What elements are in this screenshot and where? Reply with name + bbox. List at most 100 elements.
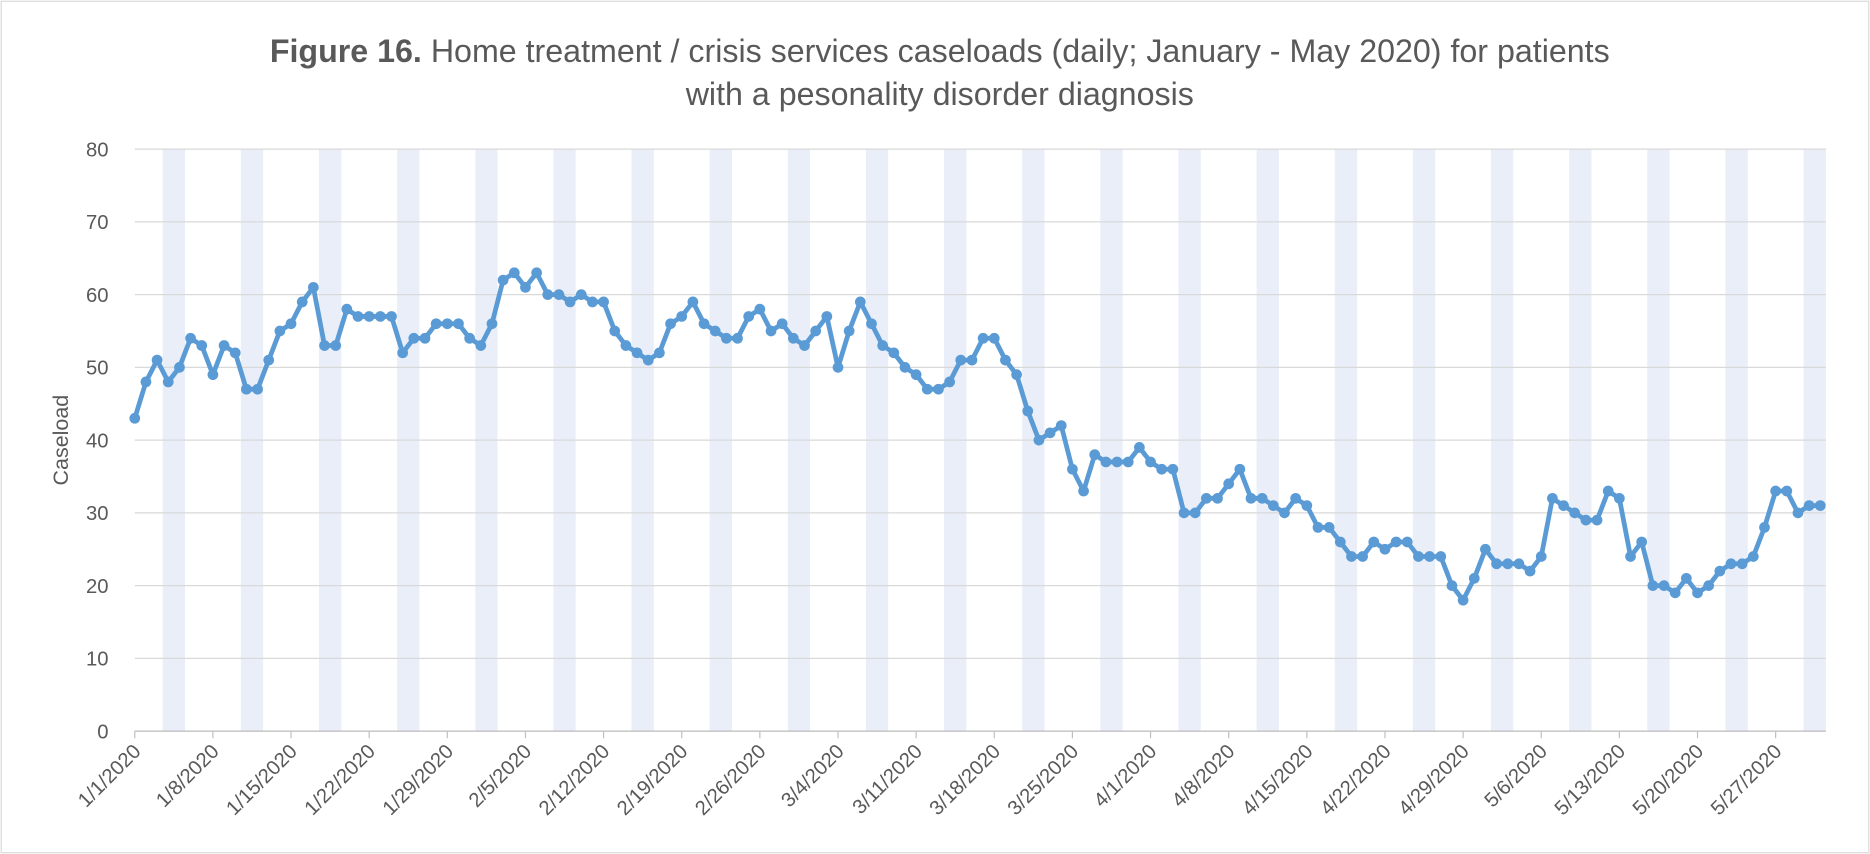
- data-point: [330, 340, 342, 351]
- data-point: [475, 340, 487, 351]
- data-point: [709, 325, 721, 337]
- data-point: [553, 289, 565, 300]
- data-point: [1647, 580, 1659, 591]
- plot: [129, 267, 1826, 606]
- y-tick-label: 20: [86, 576, 109, 598]
- data-point: [296, 296, 308, 308]
- data-point: [1134, 442, 1145, 453]
- data-point: [1267, 500, 1279, 511]
- data-point: [1234, 463, 1246, 475]
- data-point: [218, 340, 230, 351]
- data-point: [1669, 587, 1681, 599]
- data-point: [1736, 558, 1748, 570]
- data-point: [408, 332, 420, 344]
- data-point: [687, 296, 699, 308]
- data-point: [1602, 485, 1614, 497]
- data-point: [1569, 507, 1581, 519]
- data-point: [129, 412, 141, 424]
- data-point: [486, 318, 498, 330]
- data-point: [743, 311, 755, 322]
- data-point: [1457, 594, 1469, 606]
- data-point: [1781, 485, 1793, 497]
- data-point: [1033, 434, 1045, 446]
- data-point: [1000, 354, 1011, 366]
- data-point: [1011, 369, 1022, 381]
- data-point: [1747, 551, 1759, 562]
- data-point: [1680, 572, 1692, 584]
- y-tick-label: 0: [97, 721, 108, 743]
- data-point: [575, 289, 587, 300]
- data-point: [430, 318, 442, 330]
- data-point: [732, 332, 743, 344]
- data-point: [988, 332, 1000, 344]
- data-point: [1379, 543, 1391, 555]
- data-point: [1636, 536, 1648, 548]
- data-point: [241, 383, 252, 395]
- data-point: [1122, 456, 1134, 468]
- data-point: [1413, 551, 1424, 562]
- data-point: [419, 332, 431, 344]
- data-point: [1692, 587, 1703, 599]
- data-point: [196, 340, 208, 351]
- y-axis-label: Caseload: [49, 395, 73, 486]
- data-point: [966, 354, 978, 366]
- data-point: [1513, 558, 1525, 570]
- data-point: [1368, 536, 1380, 548]
- data-point: [1770, 485, 1782, 497]
- y-tick-label: 60: [86, 285, 109, 307]
- data-point: [542, 289, 554, 300]
- data-point: [1759, 522, 1770, 533]
- data-point: [810, 325, 822, 337]
- data-point: [1591, 514, 1603, 526]
- data-point: [363, 311, 375, 322]
- data-point: [352, 311, 364, 322]
- data-point: [1714, 565, 1726, 577]
- data-point: [1401, 536, 1413, 548]
- data-point: [1200, 492, 1212, 504]
- data-point: [1312, 522, 1324, 533]
- data-point: [1334, 536, 1346, 548]
- data-point: [1625, 551, 1636, 562]
- data-point: [877, 340, 889, 351]
- data-point: [609, 325, 621, 337]
- data-point: [1547, 492, 1558, 504]
- data-point: [1145, 456, 1156, 468]
- data-point: [698, 318, 710, 330]
- data-point: [1491, 558, 1502, 570]
- data-point: [642, 354, 654, 366]
- data-point: [1323, 522, 1335, 533]
- data-point: [1100, 456, 1112, 468]
- data-point: [1435, 551, 1447, 562]
- data-point: [319, 340, 330, 351]
- data-point: [285, 318, 297, 330]
- data-point: [587, 296, 598, 308]
- data-point: [453, 318, 464, 330]
- data-point: [508, 267, 520, 279]
- data-point: [1803, 500, 1815, 511]
- data-point: [654, 347, 665, 359]
- data-point: [721, 332, 732, 344]
- data-point: [1346, 551, 1357, 562]
- y-tick-label: 80: [86, 139, 109, 161]
- data-point: [263, 354, 275, 366]
- data-point: [787, 332, 799, 344]
- data-point: [307, 281, 319, 293]
- y-tick-label: 10: [86, 649, 109, 671]
- data-point: [1480, 543, 1491, 555]
- data-point: [1078, 485, 1089, 497]
- data-point: [620, 340, 632, 351]
- data-point: [207, 369, 219, 381]
- data-point: [676, 311, 688, 322]
- y-tick-label: 50: [86, 358, 109, 380]
- data-point: [374, 311, 386, 322]
- y-tick-label: 30: [86, 503, 109, 525]
- data-point: [1256, 492, 1268, 504]
- data-point: [665, 318, 676, 330]
- data-point: [944, 376, 955, 388]
- data-point: [921, 383, 933, 395]
- data-point: [441, 318, 453, 330]
- data-point: [977, 332, 989, 344]
- data-point: [397, 347, 409, 359]
- data-point: [229, 347, 241, 359]
- data-point: [1390, 536, 1402, 548]
